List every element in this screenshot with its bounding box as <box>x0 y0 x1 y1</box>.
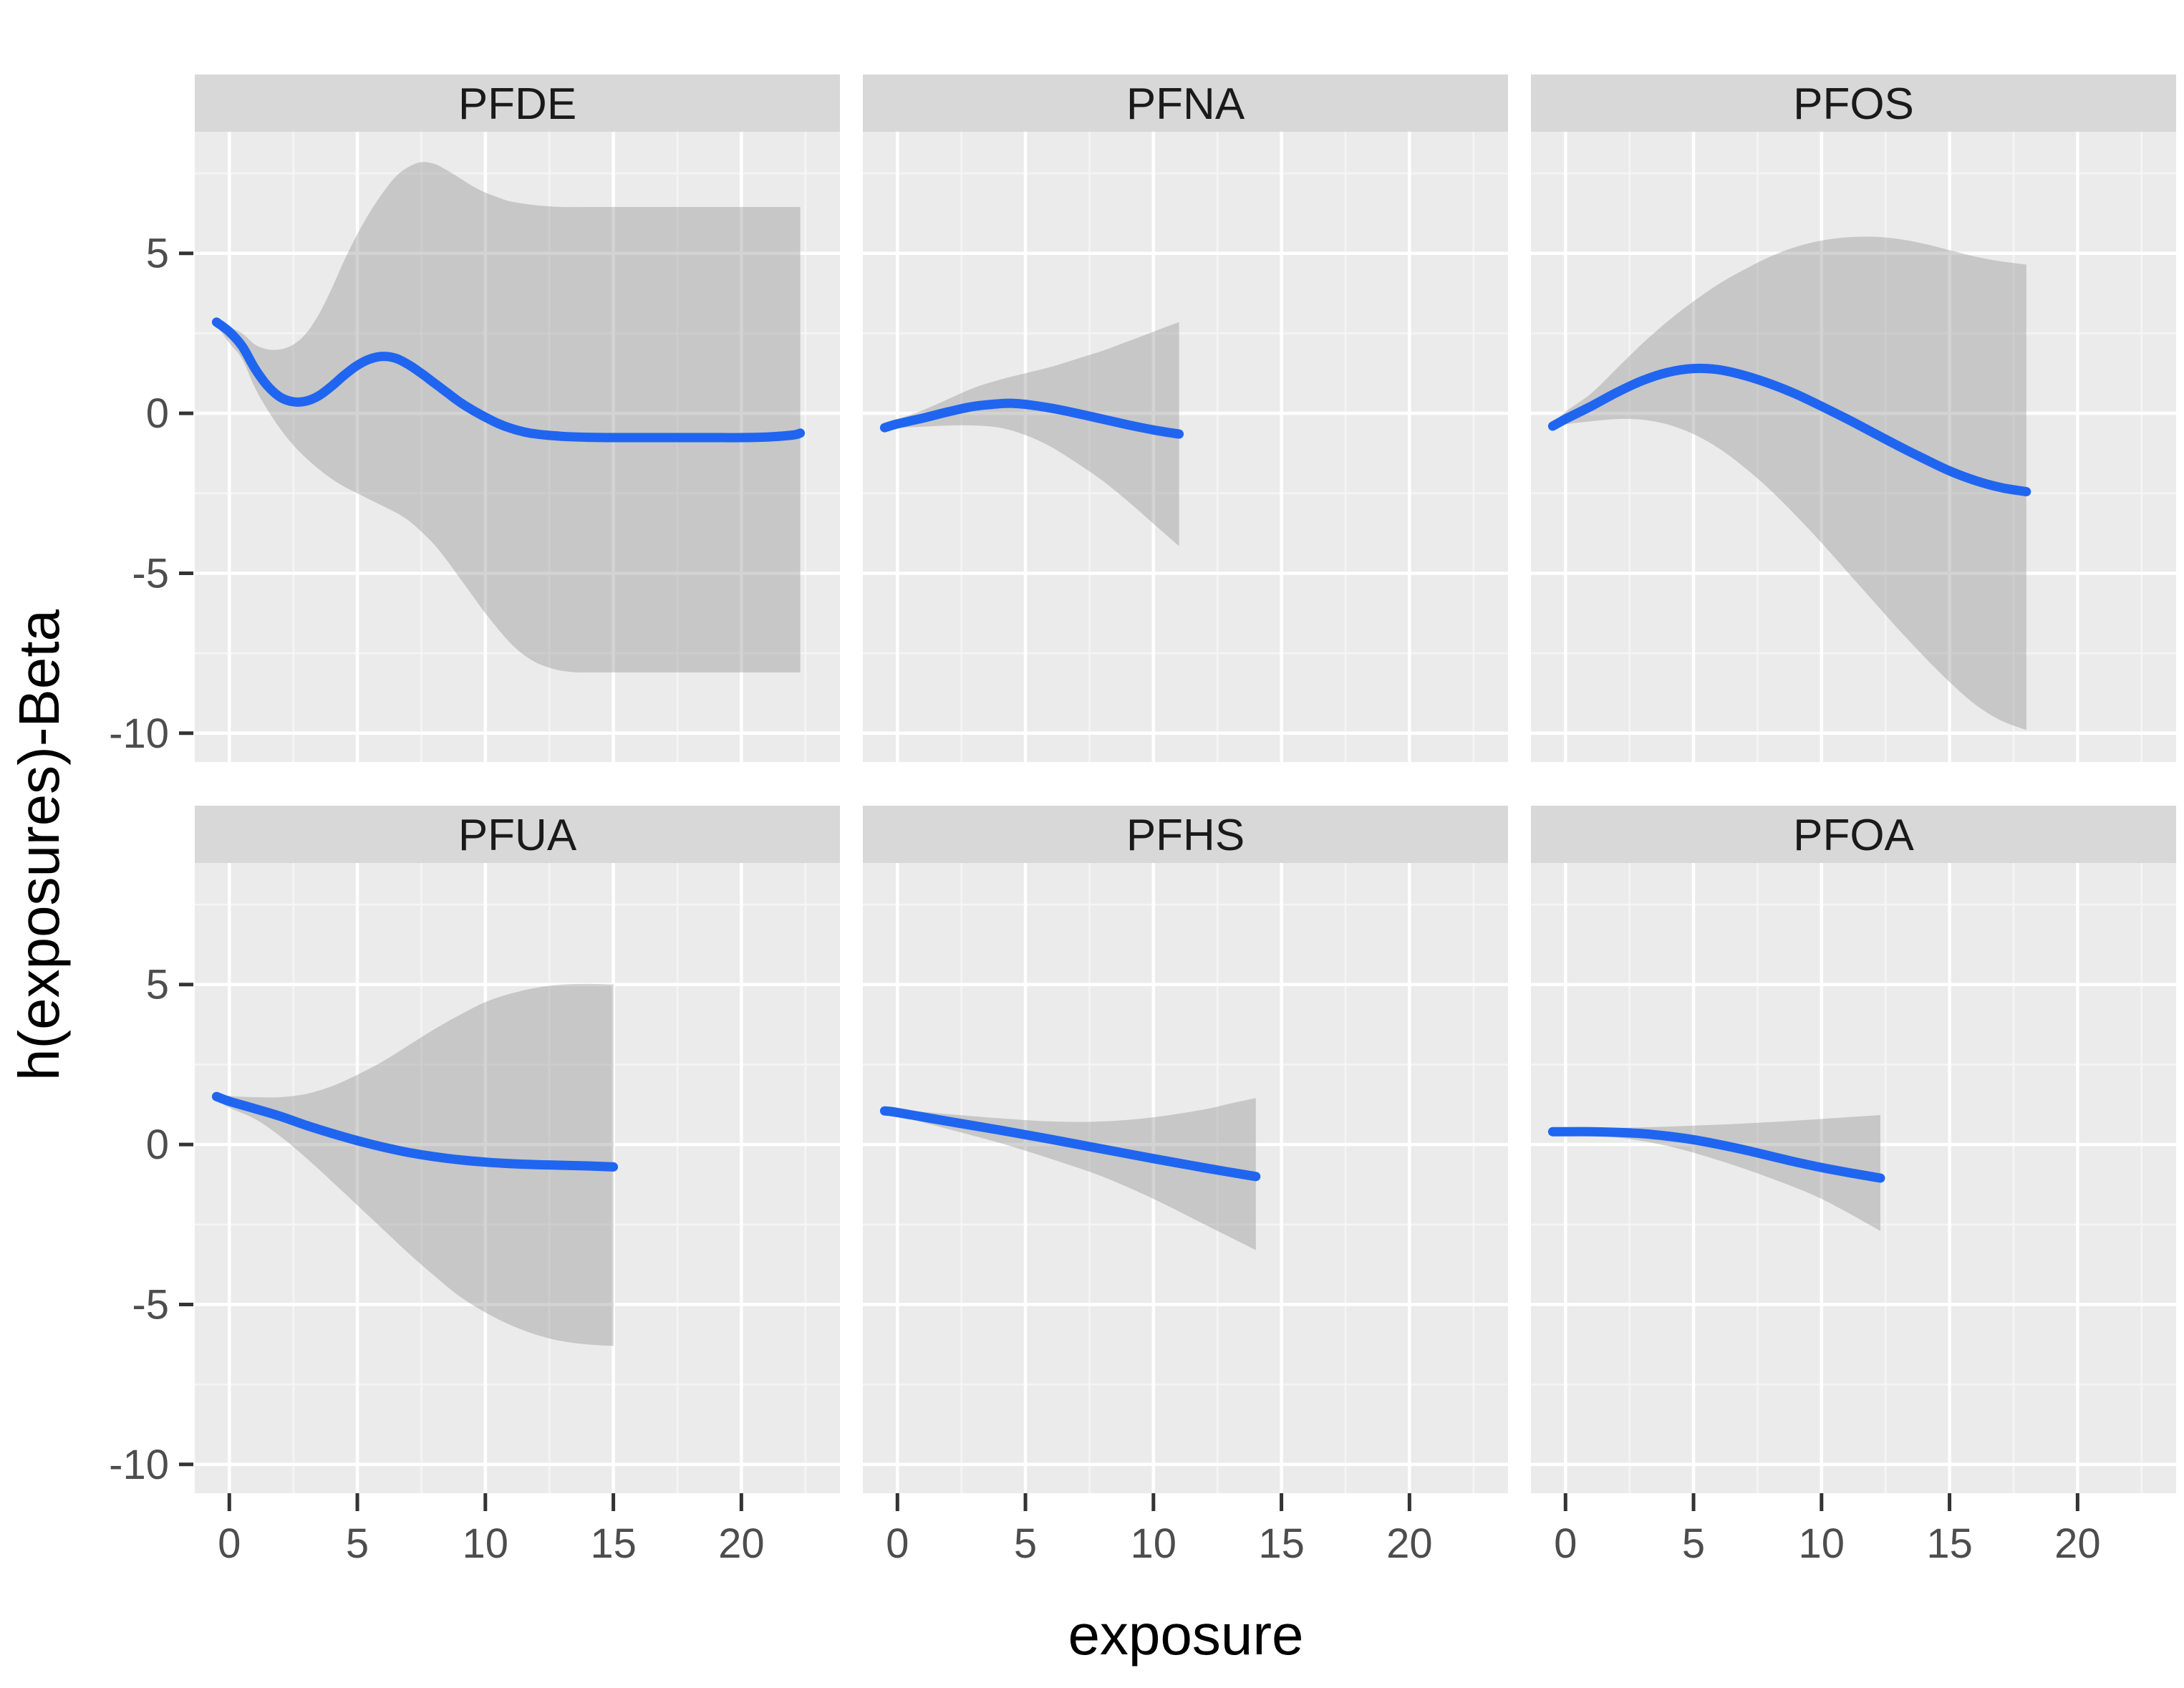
y-axis-title: h(exposures)-Beta <box>7 609 71 1081</box>
panel-bg-PFUA <box>195 863 840 1493</box>
x-tick-label: 20 <box>2054 1520 2101 1567</box>
x-tick-label: 5 <box>1682 1520 1705 1567</box>
facet-PFDE: PFDE 5 0 -5 -10 <box>109 74 840 762</box>
facet-PFNA: PFNA <box>863 74 1508 762</box>
x-axis-title: exposure <box>1068 1603 1303 1667</box>
x-tick-label: 0 <box>218 1520 241 1567</box>
facet-strip-PFOA <box>1531 806 2176 863</box>
y-tick-label: 5 <box>146 962 169 1008</box>
x-tick-label: 15 <box>590 1520 637 1567</box>
facet-strip-PFHS <box>863 806 1508 863</box>
y-tick-label: -5 <box>132 1281 169 1328</box>
facet-label-PFOS: PFOS <box>1793 79 1914 129</box>
facet-PFHS: PFHS 0 5 10 15 20 <box>863 806 1508 1567</box>
x-tick-label: 10 <box>1131 1520 1177 1567</box>
ci-ribbon-PFNA <box>884 322 1179 546</box>
smooth-line-PFNA <box>879 398 1184 439</box>
facet-label-PFDE: PFDE <box>458 79 576 129</box>
panel-bg-PFDE <box>195 132 840 762</box>
facet-strip-PFDE <box>195 74 840 132</box>
panel-bg-PFOS <box>1531 132 2176 762</box>
y-tick-label: -10 <box>109 1442 169 1488</box>
x-tick-label: 0 <box>886 1520 909 1567</box>
facet-label-PFOA: PFOA <box>1793 811 1914 860</box>
facet-strip-PFOS <box>1531 74 2176 132</box>
facet-PFOS: PFOS <box>1531 74 2176 762</box>
x-tick-label: 0 <box>1554 1520 1577 1567</box>
smooth-line-PFUA <box>211 1091 619 1172</box>
y-tick-label: 0 <box>146 390 169 437</box>
panel-bg-PFNA <box>863 132 1508 762</box>
facet-label-PFHS: PFHS <box>1126 811 1245 860</box>
x-tick-label: 15 <box>1258 1520 1305 1567</box>
x-tick-label: 5 <box>1014 1520 1037 1567</box>
x-tick-label: 10 <box>463 1520 509 1567</box>
ci-ribbon-PFUA <box>216 983 614 1346</box>
x-tick-label: 10 <box>1799 1520 1845 1567</box>
facet-label-PFUA: PFUA <box>458 811 577 860</box>
ci-ribbon-PFHS <box>884 1098 1256 1250</box>
y-tick-label: -10 <box>109 710 169 757</box>
ci-ribbon-PFOS <box>1552 236 2026 730</box>
x-tick-label: 20 <box>718 1520 765 1567</box>
smooth-line-PFOA <box>1547 1127 1885 1183</box>
panel-bg-PFHS <box>863 863 1508 1493</box>
ci-ribbon-PFOA <box>1552 1115 1880 1231</box>
ci-ribbon-PFDE <box>216 162 801 673</box>
smooth-line-PFOS <box>1547 363 2031 496</box>
facet-strip-PFNA <box>863 74 1508 132</box>
x-tick-label: 5 <box>346 1520 369 1567</box>
x-tick-label: 15 <box>1926 1520 1973 1567</box>
smooth-line-PFHS <box>879 1106 1261 1182</box>
y-tick-label: 5 <box>146 231 169 277</box>
y-tick-label: 0 <box>146 1122 169 1168</box>
facet-PFOA: PFOA 0 5 10 15 20 <box>1531 806 2176 1567</box>
facet-strip-PFUA <box>195 806 840 863</box>
smooth-line-PFDE <box>211 317 806 443</box>
facet-label-PFNA: PFNA <box>1126 79 1245 129</box>
facet-PFUA: PFUA 5 0 -5 -10 0 5 10 15 20 <box>109 806 840 1567</box>
x-tick-label: 20 <box>1386 1520 1433 1567</box>
y-tick-label: -5 <box>132 550 169 597</box>
